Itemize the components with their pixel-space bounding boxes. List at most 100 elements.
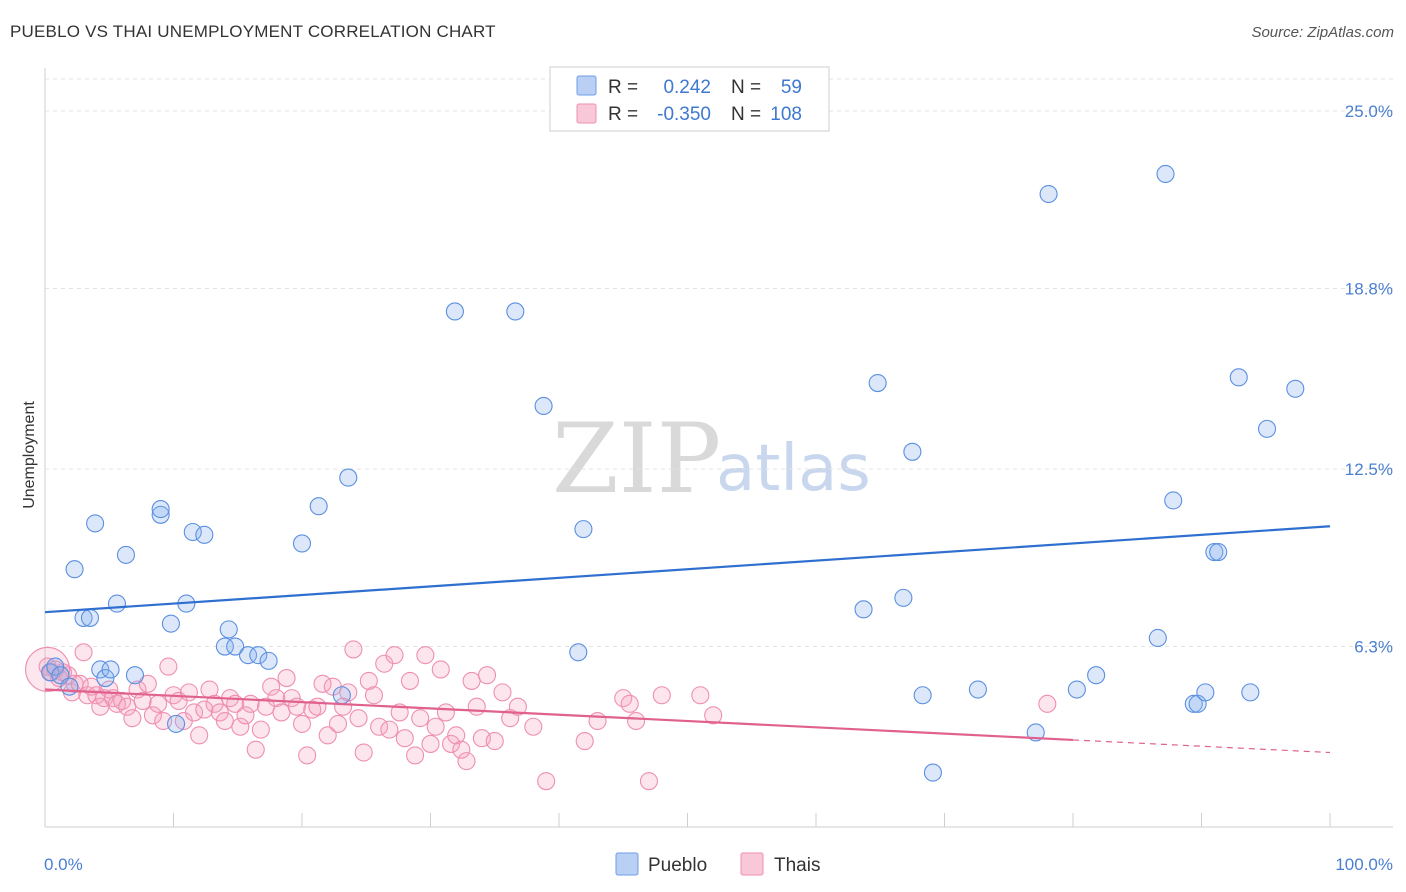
thais-point (262, 677, 281, 696)
bottom-legend-swatch-pueblo (615, 852, 639, 876)
pueblo-point (1184, 694, 1203, 713)
pueblo-point (183, 522, 202, 542)
pueblo-point (41, 663, 60, 682)
watermark-zip: ZIP (552, 403, 721, 515)
pueblo-point (854, 600, 873, 619)
thais-point (215, 711, 234, 731)
thais-point (431, 660, 450, 679)
pueblo-point (339, 468, 358, 487)
thais-point (462, 671, 481, 690)
pueblo-point (1229, 368, 1248, 387)
source-credit: Source: ZipAtlas.com (1251, 24, 1394, 41)
thais-point (236, 706, 255, 725)
pueblo-point (1148, 628, 1167, 648)
thais-point (303, 700, 322, 719)
bottom-legend-label-thais: Thais (774, 855, 820, 876)
thais-point (639, 772, 659, 791)
thais-points (25, 640, 1057, 791)
pueblo-point (903, 442, 922, 461)
thais-point (251, 720, 270, 739)
bottom-legend-swatch-thais (740, 852, 764, 876)
thais-point (185, 703, 204, 722)
legend-r-label: R = (608, 77, 638, 98)
pueblo-point (151, 500, 170, 519)
pueblo-point (894, 588, 913, 607)
pueblo-point (1164, 491, 1183, 510)
thais-point (416, 646, 435, 665)
x-tick-label: 0.0% (44, 855, 83, 874)
x-tick-labels: 0.0% 100.0% (44, 855, 1393, 874)
thais-point (292, 714, 312, 733)
pueblo-point (1196, 683, 1215, 702)
x-tick-label: 100.0% (1335, 855, 1393, 874)
thais-point (179, 683, 198, 702)
pueblo-point (292, 534, 312, 553)
thais-point (344, 640, 363, 659)
x-ticks (173, 813, 1331, 827)
pueblo-point (80, 608, 100, 627)
thais-point (149, 694, 168, 713)
pueblo-point (574, 520, 593, 539)
thais-point (452, 740, 471, 759)
pueblo-point (332, 686, 351, 705)
thais-point (334, 697, 353, 716)
pueblo-point (249, 646, 268, 665)
pueblo-point (1039, 184, 1058, 204)
pueblo-point (96, 669, 115, 688)
thais-point (159, 657, 178, 676)
legend-n-value: 108 (770, 104, 802, 125)
pueblo-point (1209, 542, 1228, 562)
thais-point (133, 691, 152, 711)
thais-point (400, 671, 419, 690)
thais-point (493, 683, 512, 702)
grid-lines (45, 78, 1393, 648)
pueblo-point (445, 302, 464, 321)
legend-swatch-pueblo (576, 75, 597, 96)
thais-trend-line-extension (1072, 739, 1331, 754)
thais-point (354, 743, 373, 762)
pueblo-trend-line (44, 525, 1331, 614)
thais-point (652, 686, 671, 705)
pueblo-point (91, 660, 110, 679)
thais-point (395, 729, 414, 748)
thais-point (436, 703, 455, 722)
thais-point (210, 703, 229, 722)
thais-point (426, 717, 445, 736)
thais-point (385, 646, 404, 665)
pueblo-point (195, 525, 214, 544)
pueblo-point (923, 763, 942, 782)
y-tick-label: 25.0% (1345, 102, 1393, 121)
thais-point (370, 717, 389, 736)
thais-point (328, 714, 348, 733)
thais-point (524, 717, 543, 736)
thais-point (231, 717, 250, 736)
thais-point (485, 732, 504, 751)
pueblo-point (1241, 683, 1260, 702)
pueblo-point (161, 614, 180, 633)
legend-r-value: -0.350 (657, 104, 711, 125)
thais-point (442, 734, 461, 753)
pueblo-point (238, 646, 258, 665)
thais-point (477, 666, 497, 685)
thais-point (308, 697, 327, 716)
bottom-legend-label-pueblo: Pueblo (648, 855, 707, 876)
thais-point (380, 720, 399, 739)
thais-point (272, 703, 291, 722)
thais-point (313, 674, 332, 693)
correlation-legend: R = 0.242 N = 59 R = -0.350 N = 108 (549, 66, 830, 132)
pueblo-point (534, 396, 553, 416)
pueblo-point (219, 620, 238, 639)
legend-r-label: R = (608, 104, 638, 125)
thais-point (246, 740, 265, 759)
pueblo-point (506, 302, 525, 321)
y-tick-label: 6.3% (1354, 638, 1393, 657)
pueblo-point (215, 637, 234, 656)
legend-r-value: 0.242 (663, 77, 711, 98)
thais-point (508, 697, 527, 716)
pueblo-point (1156, 164, 1175, 184)
pueblo-point (101, 660, 120, 679)
thais-trend-line (44, 688, 1074, 742)
thais-point (241, 694, 260, 713)
thais-point (195, 700, 214, 719)
pueblo-point (1257, 419, 1277, 438)
